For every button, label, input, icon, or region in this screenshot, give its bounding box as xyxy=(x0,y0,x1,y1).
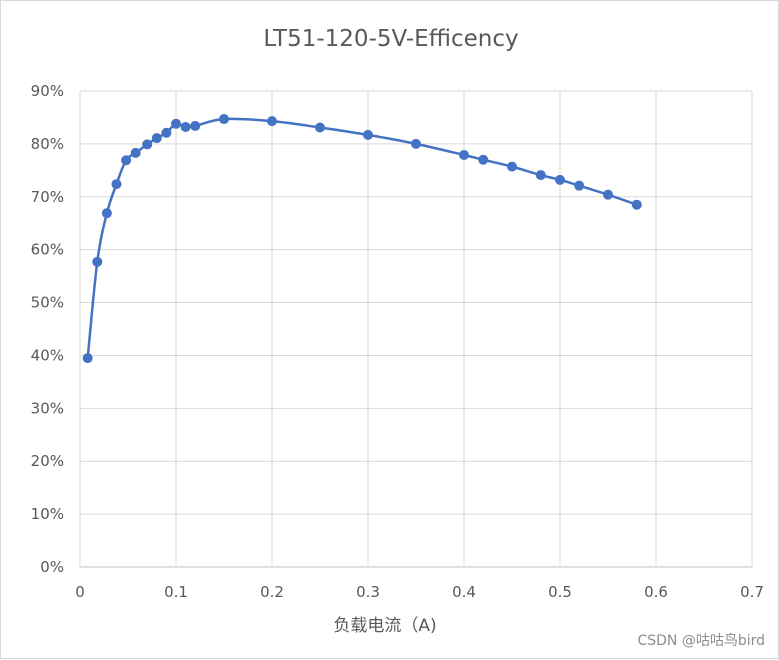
data-point xyxy=(161,127,172,138)
data-point xyxy=(411,138,421,149)
data-point xyxy=(101,208,112,219)
y-tick-label: 80% xyxy=(31,135,64,153)
data-point xyxy=(121,155,132,166)
tick-labels: 0% 10% 20% 30% 40% 50% 60% 70% 80% 90% 0 0.1 0.2 0.3 0… xyxy=(31,82,764,601)
data-point xyxy=(574,180,585,191)
data-point xyxy=(111,179,122,190)
x-tick-label: 0.7 xyxy=(740,583,764,601)
x-tick-label: 0.4 xyxy=(452,583,476,601)
data-point xyxy=(142,139,153,150)
data-point xyxy=(478,154,489,165)
y-tick-label: 40% xyxy=(31,346,64,364)
watermark: CSDN @咕咕鸟bird xyxy=(637,633,765,649)
data-point xyxy=(315,122,325,133)
x-tick-label: 0.2 xyxy=(260,583,284,601)
y-tick-label: 10% xyxy=(31,505,64,523)
data-point xyxy=(507,161,517,172)
series-line xyxy=(86,117,638,359)
chart-title: LT51-120-5V-Efficency xyxy=(263,26,518,52)
data-point xyxy=(603,189,613,200)
data-point xyxy=(363,129,373,140)
data-point xyxy=(190,120,201,131)
y-tick-label: 20% xyxy=(31,452,64,470)
data-point xyxy=(535,170,546,181)
data-point xyxy=(151,133,162,144)
y-tick-label: 0% xyxy=(40,558,64,576)
data-point xyxy=(171,118,181,129)
data-point xyxy=(459,149,469,160)
x-tick-label: 0.3 xyxy=(356,583,380,601)
data-point xyxy=(180,121,191,132)
y-tick-label: 30% xyxy=(31,399,64,417)
data-point xyxy=(130,147,141,158)
gridlines xyxy=(79,90,753,568)
data-point xyxy=(555,174,565,185)
x-tick-label: 0 xyxy=(75,583,85,601)
data-point xyxy=(631,199,642,210)
x-axis-title: 负载电流（A) xyxy=(333,616,436,636)
x-tick-label: 0.5 xyxy=(548,583,572,601)
data-point xyxy=(267,116,277,127)
data-point xyxy=(82,353,93,364)
x-tick-label: 0.1 xyxy=(164,583,188,601)
y-tick-label: 50% xyxy=(31,294,64,312)
x-tick-label: 0.6 xyxy=(644,583,668,601)
y-tick-label: 70% xyxy=(31,188,64,206)
data-series xyxy=(82,114,642,364)
data-point xyxy=(92,256,103,267)
y-tick-label: 90% xyxy=(31,82,64,100)
y-tick-label: 60% xyxy=(31,241,64,259)
data-point xyxy=(219,114,229,125)
